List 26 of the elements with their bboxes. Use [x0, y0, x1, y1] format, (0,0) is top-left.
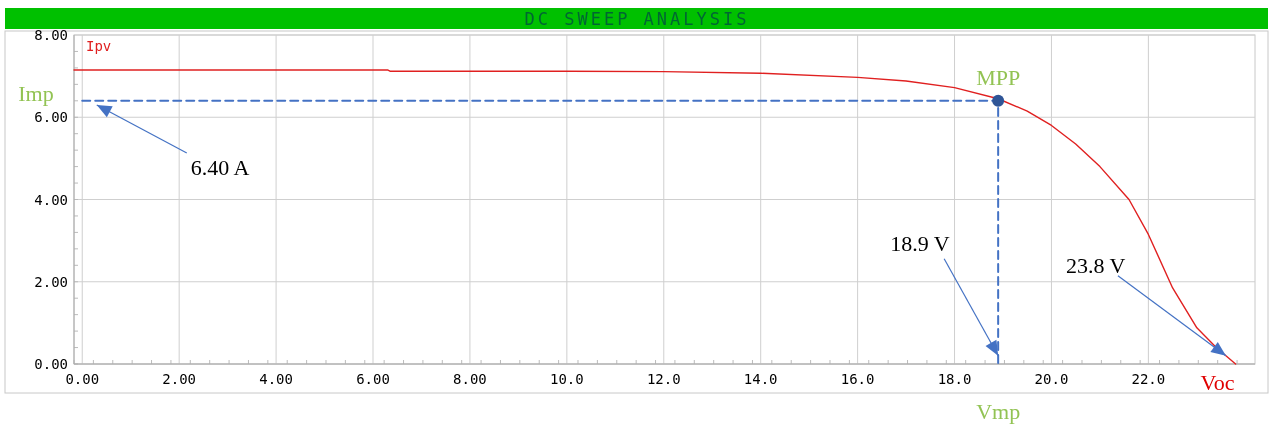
x-tick-label: 8.00 [453, 371, 487, 387]
annotation: 6.40 A [190, 154, 250, 180]
annotation: MPP [976, 64, 1021, 90]
y-tick-label: 4.00 [34, 191, 68, 208]
x-tick-label: 20.0 [1034, 371, 1069, 387]
x-tick-label: 14.0 [743, 371, 778, 387]
annotation: Vmp [976, 399, 1021, 424]
y-tick-label: 0.00 [34, 356, 68, 372]
x-tick-label: 16.0 [840, 371, 875, 387]
x-tick-label: 12.0 [646, 371, 681, 387]
annotation: Voc [1200, 370, 1235, 395]
x-tick-label: 2.00 [162, 371, 197, 387]
y-tick-label: 8.00 [34, 27, 68, 43]
series-label: Ipv [86, 38, 112, 54]
y-tick-label: 2.00 [34, 273, 68, 290]
x-tick-label: 10.0 [549, 371, 584, 387]
annotation: 23.8 V [1065, 252, 1126, 278]
x-tick-label: 18.0 [937, 371, 972, 387]
x-tick-label: 4.00 [259, 371, 293, 387]
y-tick-label: 6.00 [34, 109, 68, 126]
annotation: 18.9 V [890, 230, 950, 256]
chart-title: DC SWEEP ANALYSIS [524, 9, 750, 29]
annotation: Imp [18, 80, 54, 106]
x-tick-label: 22.0 [1131, 371, 1166, 387]
x-tick-label: 0.00 [65, 371, 100, 387]
x-tick-label: 6.00 [356, 371, 390, 387]
